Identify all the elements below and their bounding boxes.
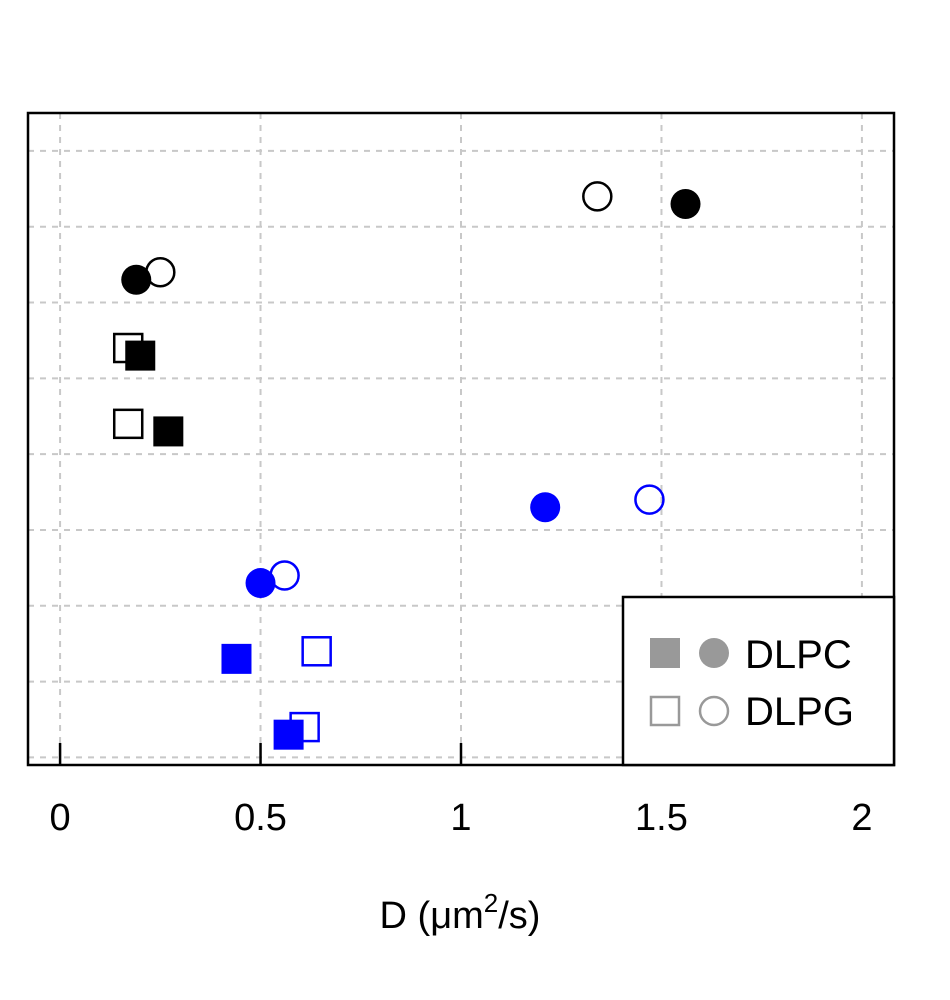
x-tick-label: 1	[450, 797, 471, 839]
legend-label-dlpg: DLPG	[745, 690, 854, 734]
point-blue-open-square	[301, 636, 332, 667]
legend: DLPC DLPG	[621, 595, 896, 767]
x-axis-title: D (μm2/s)	[380, 888, 541, 937]
legend-open-circle-icon	[698, 695, 730, 727]
point-black-open-square	[112, 332, 144, 364]
point-blue-filled-circle	[530, 492, 561, 523]
point-black-open-circle	[582, 181, 613, 212]
point-blue-open-circle	[269, 560, 300, 591]
x-tick-label: 0.5	[234, 797, 287, 839]
point-blue-filled-circle	[245, 568, 276, 599]
legend-filled-square-icon	[650, 638, 680, 668]
point-black-open-square	[112, 408, 144, 440]
point-blue-open-square	[289, 711, 320, 743]
point-black-filled-square	[125, 340, 156, 371]
legend-box	[621, 595, 896, 767]
point-black-filled-circle	[670, 188, 701, 219]
x-axis: 0 0.5 1 1.5 2	[50, 743, 872, 839]
legend-open-square-icon	[649, 695, 681, 727]
x-tick-label: 2	[851, 797, 872, 839]
x-tick-label: 0	[50, 797, 71, 839]
x-axis-title-unit: m	[452, 895, 484, 937]
x-axis-title-mu: μ	[430, 895, 452, 937]
x-axis-title-suffix: /s)	[498, 895, 540, 937]
x-axis-title-prefix: D (	[380, 895, 431, 937]
point-black-filled-circle	[121, 264, 152, 295]
point-blue-filled-square	[273, 719, 304, 750]
point-blue-filled-square	[221, 643, 252, 674]
x-tick-label: 1.5	[635, 797, 688, 839]
legend-label-dlpc: DLPC	[745, 633, 852, 677]
x-axis-title-sup: 2	[484, 888, 498, 918]
point-blue-open-circle	[634, 484, 665, 515]
legend-filled-circle-icon	[699, 638, 729, 668]
point-black-filled-square	[153, 416, 184, 447]
point-black-open-circle	[145, 256, 176, 288]
data-points	[112, 181, 701, 750]
